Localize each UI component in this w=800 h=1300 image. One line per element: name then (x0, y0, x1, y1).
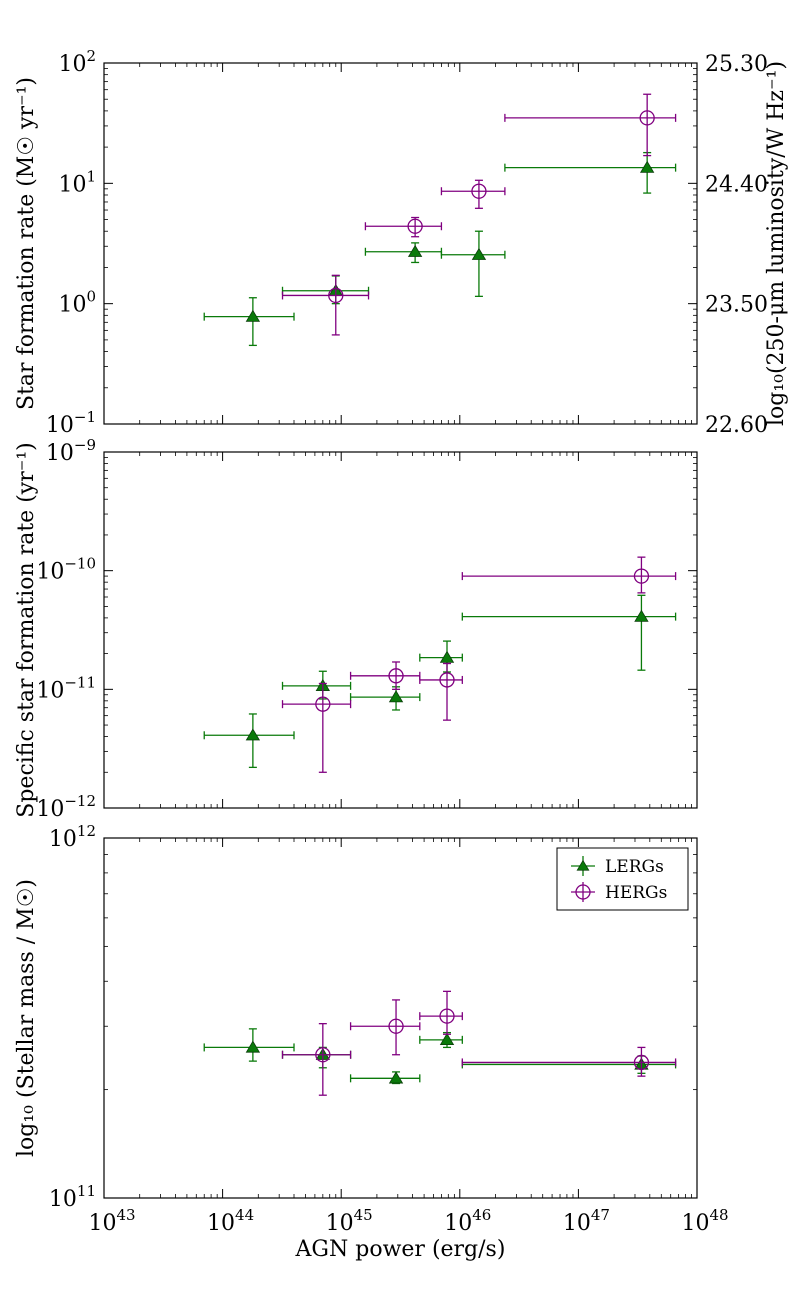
open-circle-marker (439, 672, 455, 688)
legend-circle-marker (575, 884, 591, 900)
data-point (461, 1046, 677, 1077)
series-lergs (203, 151, 677, 347)
y-tick-label: 1011 (49, 1182, 96, 1212)
x-axis-label: AGN power (erg/s) (295, 1237, 506, 1262)
y-ticks (104, 451, 697, 809)
data-point (349, 686, 421, 711)
y-tick-label: 10−9 (46, 436, 96, 466)
right-axis-tick-label: 25.30 (705, 52, 768, 77)
data-point (203, 713, 295, 769)
right-axis-tick-label: 23.50 (705, 293, 768, 318)
data-point (419, 990, 463, 1035)
right-axis-tick-label: 24.40 (705, 172, 768, 197)
triangle-marker (245, 309, 261, 322)
y-tick-label: 100 (58, 288, 96, 318)
plot-frame (103, 451, 698, 809)
y-tick-label: 10−1 (46, 408, 96, 438)
panel-sfr: 10−1 100 101 102 Star formation rate (M☉ yr⁻… (14, 47, 789, 438)
y-axis-label: Specific star formation rate (yr⁻¹) (14, 442, 39, 817)
data-point (203, 297, 295, 347)
series-hergs (281, 556, 677, 773)
data-point (440, 179, 506, 209)
data-point (349, 661, 421, 690)
series-hergs (281, 990, 677, 1096)
y-axis-label: Star formation rate (M☉ yr⁻¹) (14, 77, 39, 410)
open-circle-marker (328, 287, 344, 304)
right-axis-tick-label: 22.60 (705, 413, 768, 438)
x-ticks (103, 63, 698, 424)
data-point (364, 242, 443, 264)
open-circle-marker (388, 668, 404, 684)
x-tick-label: 1046 (444, 1206, 491, 1236)
open-circle-marker (633, 1054, 650, 1071)
y-tick-label: 10−11 (36, 673, 96, 703)
y-tick-label: 10−12 (36, 792, 96, 822)
data-point (461, 594, 677, 671)
open-circle-marker (471, 183, 487, 199)
open-circle-marker (315, 1047, 331, 1063)
y-tick-label: 1012 (49, 822, 96, 852)
data-point (281, 275, 370, 305)
legend-label-hergs: HERGs (605, 883, 667, 903)
triangle-marker (471, 247, 487, 260)
triangle-marker (388, 690, 404, 703)
data-point (281, 682, 352, 773)
triangle-marker (388, 1071, 404, 1084)
triangle-marker (245, 728, 261, 741)
data-point (504, 93, 677, 157)
data-point (419, 640, 463, 673)
panel-ssfr: 10−12 10−11 10−10 10−9 Specific star formati… (14, 436, 698, 822)
y-ticks (104, 837, 697, 1199)
triangle-marker (439, 1032, 455, 1045)
panel-mass: 1011 1012 1043 1044 1045 1046 1047 1048 log₁₀ (S… (14, 822, 729, 1262)
open-circle-marker (439, 1008, 455, 1024)
data-point (461, 556, 677, 594)
open-circle-marker (407, 218, 423, 234)
x-tick-label: 1047 (563, 1206, 610, 1236)
triangle-marker (634, 609, 649, 622)
x-tick-label: 1044 (207, 1206, 254, 1236)
triangle-marker (439, 650, 455, 663)
x-ticks (103, 452, 698, 808)
x-tick-label: 1045 (326, 1206, 373, 1236)
data-point (349, 1071, 421, 1085)
open-circle-marker (388, 1018, 404, 1034)
legend-triangle-marker (576, 859, 590, 871)
data-point (281, 670, 352, 700)
y-ticks (104, 62, 697, 425)
data-point (281, 274, 370, 336)
x-tick-label: 1048 (681, 1206, 728, 1236)
data-point (349, 999, 421, 1056)
y-axis-label: log₁₀ (Stellar mass / M☉) (14, 879, 39, 1157)
y-tick-label: 101 (58, 167, 96, 197)
data-point (419, 662, 463, 721)
x-ticks (103, 838, 698, 1198)
triangle-marker (639, 160, 655, 173)
data-point (281, 1023, 352, 1096)
data-point (203, 1028, 295, 1062)
data-point (504, 151, 677, 194)
data-point (461, 1055, 677, 1074)
data-point (364, 216, 443, 238)
series-lergs (203, 1028, 677, 1085)
series-hergs (281, 93, 677, 336)
triangle-marker (407, 244, 423, 257)
y-tick-label: 102 (58, 47, 96, 77)
data-point (440, 230, 506, 298)
x-tick-label: 1043 (88, 1206, 135, 1236)
y-tick-label: 10−10 (36, 555, 96, 585)
open-circle-marker (639, 110, 655, 126)
open-circle-marker (633, 568, 650, 584)
plot-frame (103, 837, 698, 1199)
plot-frame (103, 62, 698, 425)
legend-label-lergs: LERGs (605, 857, 664, 877)
open-circle-marker (315, 696, 331, 712)
legend: LERGs HERGs (556, 847, 689, 911)
data-point (419, 1031, 463, 1049)
triangle-marker (245, 1040, 261, 1053)
right-axis-label: log₁₀(250-μm luminosity/W Hz⁻¹) (764, 61, 789, 426)
legend-box (556, 847, 689, 911)
